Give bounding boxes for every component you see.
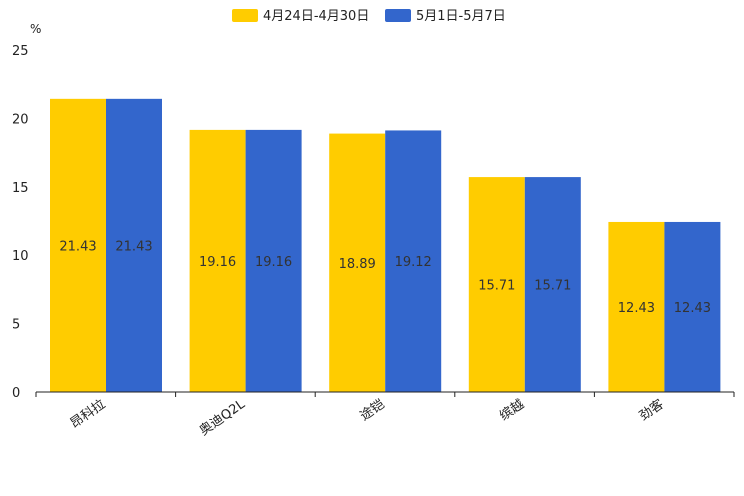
data-label: 19.12 <box>395 255 432 270</box>
bar-2-1 <box>106 98 162 393</box>
data-label: 15.71 <box>534 279 571 294</box>
bar-2-3 <box>385 130 442 392</box>
bar-2-2 <box>245 129 302 392</box>
legend-label-1: 4月24日-4月30日 <box>263 9 369 24</box>
legend-swatch-2 <box>385 9 411 22</box>
data-label: 12.43 <box>674 301 711 316</box>
data-label: 12.43 <box>618 301 655 316</box>
x-category-label: 缤越 <box>497 396 527 424</box>
y-tick-label: 10 <box>12 249 29 264</box>
data-label: 15.71 <box>478 279 515 294</box>
data-label: 21.43 <box>115 239 152 254</box>
x-axis: 昂科拉 奥迪Q2L 途铠 缤越 劲客 <box>35 391 735 439</box>
bar-1-5 <box>608 221 665 392</box>
legend-label-2: 5月1日-5月7日 <box>416 9 506 24</box>
bar-1-4 <box>468 177 525 392</box>
legend: 4月24日-4月30日 5月1日-5月7日 <box>232 9 506 24</box>
y-tick-label: 0 <box>12 386 20 401</box>
data-label: 18.89 <box>339 257 376 272</box>
y-tick-label: 25 <box>12 44 29 59</box>
bar-1-1 <box>50 98 106 393</box>
x-category-label: 昂科拉 <box>68 397 109 432</box>
x-category-label: 途铠 <box>357 396 387 424</box>
bar-1-2 <box>189 129 246 392</box>
data-label: 21.43 <box>59 239 96 254</box>
y-axis-unit-label: % <box>30 22 41 36</box>
bar-2-5 <box>664 221 721 392</box>
y-tick-label: 15 <box>12 181 29 196</box>
y-tick-label: 20 <box>12 112 29 127</box>
x-category-label: 奥迪Q2L <box>197 397 249 439</box>
x-category-label: 劲客 <box>636 396 666 424</box>
y-axis: 0 5 10 15 20 25 <box>12 44 29 401</box>
legend-swatch-1 <box>232 9 258 22</box>
y-tick-label: 5 <box>12 318 20 333</box>
bar-1-3 <box>329 133 386 393</box>
data-label: 19.16 <box>199 255 236 270</box>
bar-2-4 <box>524 177 581 392</box>
data-label: 19.16 <box>255 255 292 270</box>
bars: 21.43 21.43 19.16 19.16 18.89 19.12 15.71 15.71… <box>50 98 721 393</box>
